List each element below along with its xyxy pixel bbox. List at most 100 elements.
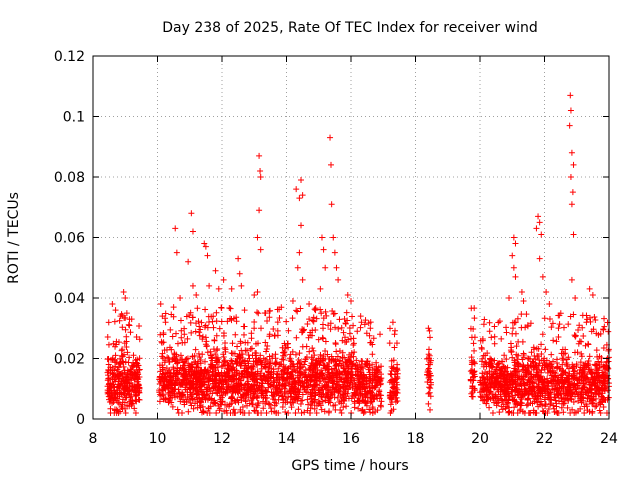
data-point	[284, 369, 291, 376]
data-point	[280, 352, 287, 359]
data-point	[264, 377, 271, 384]
data-point	[178, 327, 185, 334]
data-point	[600, 404, 607, 411]
data-point	[193, 390, 200, 397]
data-point	[538, 351, 545, 358]
data-point	[126, 354, 133, 361]
data-point	[193, 320, 200, 327]
data-point	[201, 358, 208, 365]
data-point	[322, 347, 329, 354]
data-point	[545, 391, 552, 398]
data-point	[309, 402, 315, 409]
data-point	[248, 397, 255, 404]
data-point	[496, 409, 503, 416]
data-point	[311, 405, 318, 412]
data-point	[350, 342, 357, 349]
data-point	[336, 316, 343, 323]
grid	[93, 56, 609, 419]
data-point	[548, 351, 555, 358]
data-point	[254, 409, 261, 416]
data-point	[486, 319, 493, 326]
data-point	[577, 391, 584, 398]
data-point	[273, 409, 280, 416]
data-point	[134, 369, 141, 376]
y-tick-label: 0.1	[63, 110, 85, 126]
data-point	[258, 361, 265, 368]
data-point	[477, 393, 484, 400]
data-point	[257, 167, 264, 174]
data-point	[570, 311, 577, 318]
data-point	[295, 357, 302, 364]
data-point	[172, 373, 179, 380]
data-point	[512, 319, 519, 326]
data-point	[266, 331, 273, 338]
data-point	[371, 370, 378, 377]
data-point	[548, 400, 555, 407]
data-point	[136, 323, 143, 330]
data-point	[248, 345, 255, 352]
data-point	[182, 386, 189, 393]
data-point	[491, 323, 498, 330]
data-point	[595, 390, 602, 397]
data-point	[600, 345, 607, 352]
data-point	[307, 409, 314, 416]
data-point	[233, 380, 240, 387]
data-point	[335, 325, 342, 332]
data-point	[229, 383, 236, 390]
data-point	[247, 346, 254, 353]
data-point	[333, 362, 340, 369]
data-point	[546, 316, 553, 323]
data-point	[249, 369, 256, 376]
data-point	[166, 358, 173, 365]
data-point	[304, 320, 311, 327]
data-point	[394, 381, 401, 388]
data-point	[177, 398, 184, 405]
data-point	[214, 346, 221, 352]
data-point	[312, 361, 319, 368]
data-point	[181, 401, 188, 408]
data-point	[254, 387, 261, 394]
data-point	[131, 375, 138, 382]
data-point	[489, 394, 496, 401]
data-point	[327, 134, 334, 141]
data-point	[199, 333, 206, 340]
data-point	[509, 325, 516, 332]
data-point	[236, 351, 243, 358]
data-point	[542, 346, 549, 353]
data-point	[604, 375, 611, 382]
data-point	[580, 333, 587, 340]
data-point	[505, 393, 512, 400]
data-point	[287, 399, 294, 406]
data-point	[324, 378, 331, 385]
data-point	[596, 361, 603, 368]
data-point	[486, 328, 493, 335]
data-point	[518, 288, 525, 295]
data-point	[499, 397, 506, 404]
data-point	[228, 357, 235, 364]
data-point	[276, 385, 283, 392]
data-point	[109, 374, 116, 381]
data-point	[560, 324, 567, 331]
data-point	[514, 374, 521, 381]
data-point	[535, 213, 542, 220]
data-point	[280, 363, 287, 370]
data-point	[293, 334, 300, 341]
data-point	[123, 338, 130, 345]
data-point	[521, 380, 528, 387]
data-point	[197, 369, 204, 376]
data-point	[124, 367, 131, 374]
data-point	[188, 372, 195, 379]
data-point	[314, 370, 321, 377]
data-point	[112, 352, 119, 359]
data-point	[318, 406, 325, 413]
data-point	[105, 341, 112, 348]
data-point	[264, 388, 271, 395]
data-point	[187, 385, 194, 392]
data-point	[378, 398, 385, 405]
data-point	[530, 359, 537, 366]
data-point	[303, 343, 310, 350]
data-point	[298, 409, 305, 416]
data-point	[527, 320, 534, 327]
data-point	[290, 363, 297, 370]
data-point	[270, 325, 277, 332]
